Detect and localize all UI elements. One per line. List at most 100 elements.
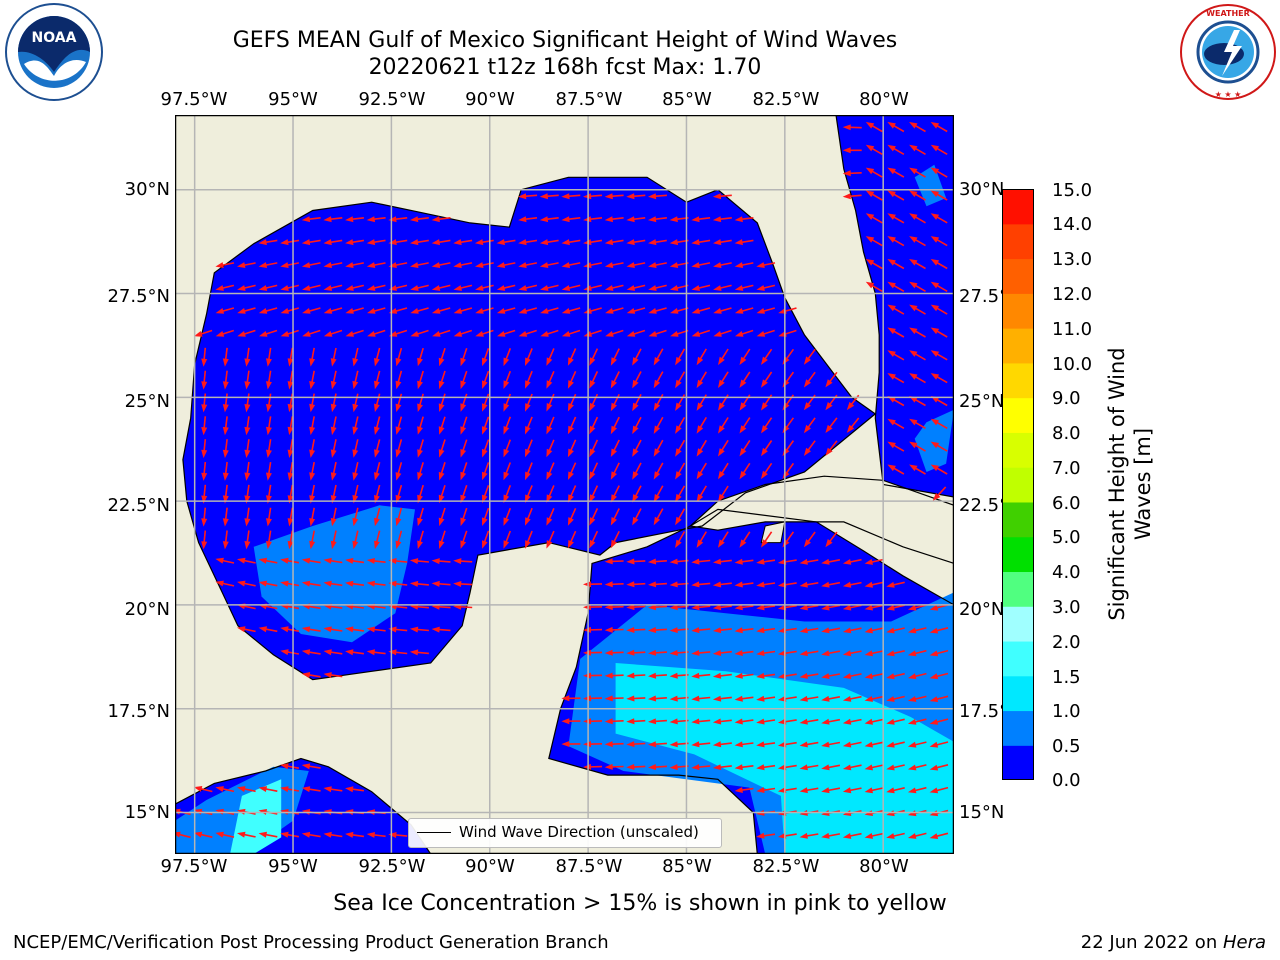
arrow-head xyxy=(669,695,678,702)
wave-direction-arrow xyxy=(675,348,686,366)
wave-direction-arrow xyxy=(409,626,429,633)
wave-direction-arrow xyxy=(756,718,776,725)
wave-direction-arrow xyxy=(258,557,278,564)
arrow-head xyxy=(803,356,811,365)
wave-direction-arrow xyxy=(395,462,403,481)
colorbar-swatch xyxy=(1002,223,1034,260)
wave-direction-arrow xyxy=(518,284,538,291)
wave-direction-arrow xyxy=(887,281,905,292)
arrow-head xyxy=(734,239,743,246)
arrow-head xyxy=(201,449,208,459)
wave-direction-arrow xyxy=(909,122,926,133)
arrow-head xyxy=(718,425,725,434)
arrow-head xyxy=(696,356,704,366)
arrow-head xyxy=(930,190,940,198)
arrow-head xyxy=(821,741,830,748)
arrow-head xyxy=(865,122,875,129)
arrow-head xyxy=(244,449,251,458)
coastline xyxy=(835,115,954,498)
colorbar-swatch xyxy=(1002,397,1034,433)
wave-direction-arrow xyxy=(366,649,386,656)
arrow-head xyxy=(453,239,462,246)
arrow-head xyxy=(756,262,765,268)
wave-direction-arrow xyxy=(222,439,229,459)
wave-direction-arrow xyxy=(323,239,343,246)
arrow-head xyxy=(675,356,682,366)
wave-direction-arrow xyxy=(417,439,424,458)
arrow-head xyxy=(431,626,440,633)
colorbar-tick-label: 1.5 xyxy=(1052,667,1081,688)
wave-direction-arrow xyxy=(930,213,948,224)
arrow-head xyxy=(482,426,488,435)
wave-direction-arrow xyxy=(366,239,386,246)
wave-direction-arrow xyxy=(345,284,364,291)
arrow-head xyxy=(309,540,316,550)
wave-direction-arrow xyxy=(930,259,948,270)
wave-direction-arrow xyxy=(626,239,646,246)
wave-direction-arrow xyxy=(909,213,926,224)
arrow-head xyxy=(696,448,704,457)
wave-direction-arrow xyxy=(201,530,208,550)
wave-direction-arrow xyxy=(410,307,429,314)
wave-direction-arrow xyxy=(374,530,381,550)
arrow-head xyxy=(366,580,375,587)
arrow-head xyxy=(864,718,873,725)
wave-direction-arrow xyxy=(803,417,816,434)
arrow-head xyxy=(496,285,506,291)
wave-direction-arrow xyxy=(460,416,468,435)
arrow-head xyxy=(503,517,510,526)
wave-direction-arrow xyxy=(803,348,816,365)
arrow-head xyxy=(669,627,678,633)
arrow-head xyxy=(734,787,743,793)
arrow-head xyxy=(648,308,657,314)
arrow-head xyxy=(309,403,316,413)
wave-direction-arrow xyxy=(201,439,208,459)
wave-direction-arrow xyxy=(610,439,620,457)
colorbar-swatch xyxy=(1002,189,1034,225)
arrow-head xyxy=(821,604,830,611)
arrow-head xyxy=(352,358,359,367)
arrow-head xyxy=(482,471,488,481)
arrow-head xyxy=(330,449,337,458)
arrow-head xyxy=(739,379,747,388)
arrow-head xyxy=(482,448,488,458)
arrow-head xyxy=(669,262,679,268)
wave-direction-arrow xyxy=(632,439,642,457)
arrow-head xyxy=(929,604,939,611)
arrow-head xyxy=(929,833,939,839)
arrow-head xyxy=(395,426,402,435)
wave-direction-arrow xyxy=(503,393,512,412)
wave-direction-arrow xyxy=(887,122,905,133)
arrow-head xyxy=(691,695,700,702)
arrow-head xyxy=(821,695,830,702)
arrow-head xyxy=(799,832,808,839)
arrow-head xyxy=(669,581,678,588)
wave-direction-arrow xyxy=(604,672,624,679)
wave-direction-arrow xyxy=(648,764,667,770)
arrow-head xyxy=(691,581,700,588)
wave-direction-arrow xyxy=(330,347,337,367)
arrow-head xyxy=(287,518,294,527)
wave-direction-arrow xyxy=(648,627,667,633)
arrow-head xyxy=(886,604,895,611)
arrow-head xyxy=(438,517,445,527)
arrow-head xyxy=(482,357,488,367)
wave-direction-arrow xyxy=(287,393,294,413)
wave-direction-arrow xyxy=(930,418,948,429)
arrow-head xyxy=(453,558,462,565)
arrow-head xyxy=(438,449,445,458)
arrow-head xyxy=(222,358,229,367)
colorbar-tick-label: 4.0 xyxy=(1052,562,1081,583)
arrow-head xyxy=(734,695,743,702)
arrow-head xyxy=(367,331,376,337)
arrow-head xyxy=(930,122,940,129)
wave-direction-arrow xyxy=(761,440,773,457)
arrow-head xyxy=(280,557,289,564)
wave-direction-arrow xyxy=(474,239,494,246)
arrow-head xyxy=(561,695,570,702)
map-frame xyxy=(175,115,954,854)
wave-direction-arrow xyxy=(518,239,538,246)
arrow-head xyxy=(374,449,380,458)
arrow-head xyxy=(669,718,678,725)
wave-direction-arrow xyxy=(648,558,667,565)
